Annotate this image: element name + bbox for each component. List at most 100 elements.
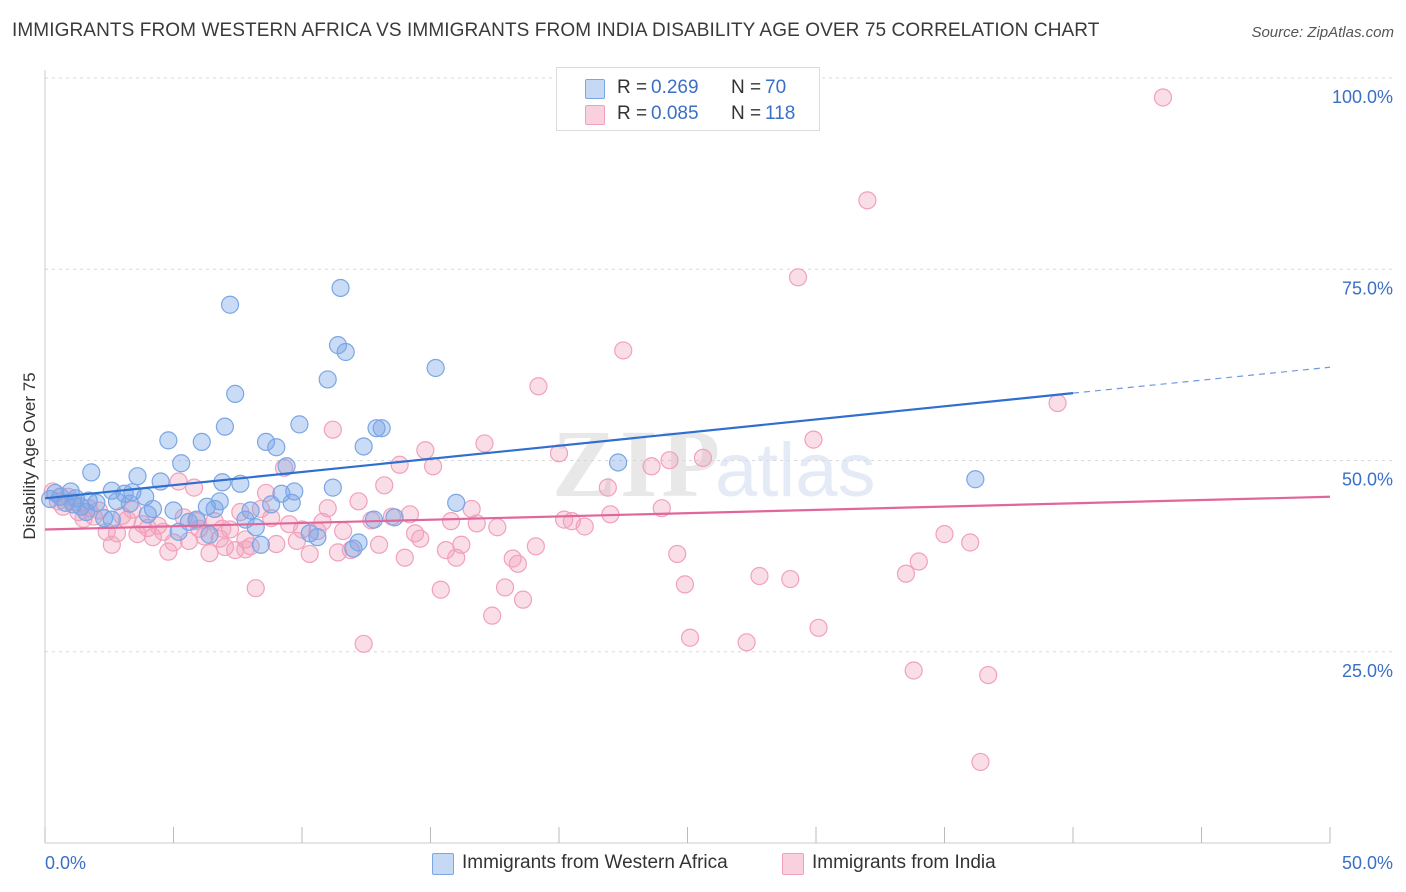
india-point [143, 528, 163, 547]
india-point [971, 752, 990, 772]
western-africa-point [172, 454, 191, 473]
y-axis-label: Disability Age Over 75 [20, 372, 39, 540]
y-tick-label: 25.0% [1342, 661, 1393, 681]
western-africa-point [143, 499, 163, 519]
india-point [390, 455, 409, 474]
legend-r-label: R = [617, 77, 648, 98]
india-point [526, 537, 545, 556]
india-point [804, 430, 823, 449]
legend-n-value: 70 [765, 77, 787, 98]
india-point [400, 505, 420, 524]
y-tick-label: 50.0% [1342, 470, 1393, 490]
western-africa-point [251, 535, 270, 554]
western-africa-point [159, 431, 178, 450]
legend-r-value: 0.085 [651, 103, 699, 124]
india-point [781, 569, 800, 589]
legend-n-label: N = [731, 103, 762, 124]
western-africa-trendline-extension [1072, 366, 1331, 394]
trend-layer [44, 366, 1331, 531]
western-africa-point [120, 494, 139, 513]
western-africa-point [213, 473, 232, 492]
india-point [200, 544, 219, 563]
india-point [164, 533, 183, 552]
western-africa-point [95, 508, 114, 528]
india-point [349, 492, 368, 511]
western-africa-point [349, 533, 368, 552]
western-africa-point [82, 463, 101, 482]
western-africa-point [241, 501, 260, 520]
legend-r-value: 0.269 [651, 77, 699, 98]
bottom-legend-swatch-western-africa [432, 853, 454, 875]
western-africa-point [354, 437, 373, 456]
india-point [107, 524, 127, 543]
x-tick-label: 0.0% [45, 853, 86, 873]
western-africa-point [192, 432, 211, 451]
western-africa-point [226, 384, 245, 403]
india-point [411, 529, 430, 548]
india-point [475, 434, 494, 453]
india-point [675, 575, 695, 594]
western-africa-point [285, 482, 304, 501]
chart-source: Source: ZipAtlas.com [1251, 24, 1394, 41]
western-africa-point [56, 493, 75, 512]
india-point [513, 590, 533, 609]
india-point [256, 483, 276, 503]
india-point [961, 533, 980, 552]
western-africa-point [267, 438, 286, 457]
bottom-legend-swatch-india [782, 853, 804, 875]
western-africa-point [79, 491, 98, 510]
y-tick-label: 100.0% [1332, 87, 1393, 107]
western-africa-point [277, 457, 296, 476]
western-africa-point [385, 508, 404, 527]
india-point [262, 508, 281, 528]
india-point [431, 580, 450, 599]
india-point [642, 457, 661, 476]
india-point [215, 537, 234, 557]
india-point [452, 535, 471, 554]
india-point [614, 341, 633, 360]
series-western-africa-points [41, 278, 985, 558]
bottom-legend-label-india: Immigrants from India [812, 852, 996, 873]
india-point [935, 525, 954, 544]
western-africa-point [64, 495, 83, 514]
chart-title: IMMIGRANTS FROM WESTERN AFRICA VS IMMIGR… [12, 20, 1100, 41]
india-point [809, 618, 828, 637]
western-africa-point [290, 415, 309, 434]
western-africa-point [447, 493, 466, 512]
india-point [462, 499, 481, 519]
india-point [598, 478, 617, 497]
western-africa-point [282, 493, 301, 512]
bottom-legend-label-western-africa: Immigrants from Western Africa [462, 852, 728, 873]
india-point [441, 512, 461, 531]
india-point [300, 544, 319, 564]
western-africa-point [364, 510, 384, 529]
western-africa-point [331, 278, 350, 298]
western-africa-point [128, 467, 147, 486]
india-point [858, 191, 877, 210]
western-africa-point [187, 510, 206, 529]
western-africa-point [966, 470, 985, 489]
western-africa-point [215, 417, 234, 436]
india-point [423, 457, 443, 476]
india-point [395, 548, 414, 567]
india-point [354, 634, 373, 653]
india-point [503, 549, 522, 568]
india-point [169, 472, 188, 491]
western-africa-point [426, 358, 445, 378]
ticks-layer: 100.0% 75.0% 50.0% 25.0% 0.0% 50.0% [45, 87, 1393, 873]
axes-layer [44, 70, 1331, 844]
india-point [159, 542, 178, 561]
india-trendline [44, 495, 1331, 531]
western-africa-point [308, 528, 327, 547]
india-point [334, 521, 353, 541]
india-point [246, 579, 265, 598]
india-point [405, 524, 425, 543]
india-point [375, 476, 394, 495]
india-point [652, 499, 671, 518]
western-africa-point [164, 501, 183, 520]
western-africa-point [323, 478, 342, 497]
watermark-atlas: atlas [715, 428, 876, 513]
western-africa-point [328, 336, 348, 355]
western-africa-point [336, 342, 355, 362]
india-point [737, 633, 756, 652]
